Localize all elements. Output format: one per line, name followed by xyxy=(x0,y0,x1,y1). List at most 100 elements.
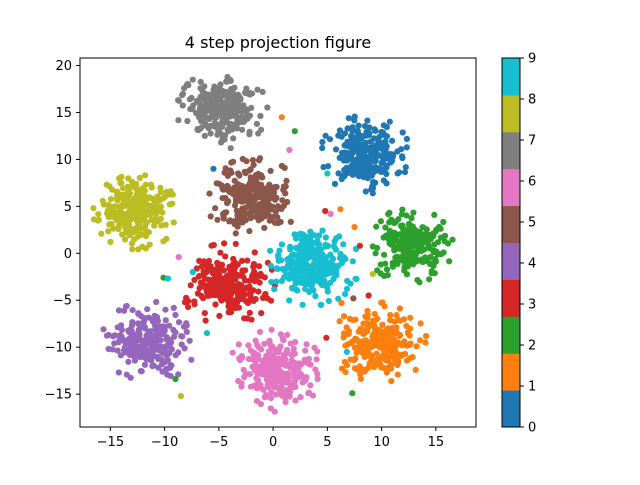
scatter-point-class-2 xyxy=(422,254,429,261)
scatter-point-class-2 xyxy=(172,376,179,383)
scatter-point-class-2 xyxy=(436,223,443,231)
scatter-point-class-2 xyxy=(377,218,384,225)
scatter-point-class-8 xyxy=(118,179,125,187)
scatter-point-class-3 xyxy=(197,279,205,286)
scatter-point-class-2 xyxy=(405,260,412,268)
scatter-point-class-6 xyxy=(267,372,274,379)
scatter-point-class-1 xyxy=(345,331,352,338)
scatter-point-class-7 xyxy=(184,80,191,88)
scatter-point-class-3 xyxy=(218,281,225,288)
scatter-point-class-4 xyxy=(141,316,148,323)
scatter-point-class-4 xyxy=(116,336,123,344)
scatter-point-class-5 xyxy=(282,183,289,190)
scatter-point-class-1 xyxy=(347,356,354,363)
scatter-point-class-9 xyxy=(296,244,303,251)
scatter-point-class-1 xyxy=(382,340,389,347)
scatter-point-class-6 xyxy=(278,389,285,396)
scatter-point-class-4 xyxy=(127,326,134,333)
scatter-point-class-7 xyxy=(248,104,255,111)
scatter-point-class-1 xyxy=(392,357,399,364)
scatter-point-class-5 xyxy=(231,202,239,209)
colorbar-tick-label: 4 xyxy=(528,257,536,272)
scatter-point-class-8 xyxy=(128,183,135,190)
scatter-point-class-2 xyxy=(425,241,432,249)
scatter-point-class-7 xyxy=(264,104,271,111)
scatter-point-class-9 xyxy=(278,277,285,284)
scatter-point-class-0 xyxy=(355,122,362,129)
scatter-point-class-3 xyxy=(229,297,236,304)
scatter-point-class-8 xyxy=(137,203,144,210)
scatter-point-class-1 xyxy=(388,378,395,385)
scatter-point-class-8 xyxy=(157,215,164,222)
scatter-point-class-4 xyxy=(111,340,118,347)
scatter-point-class-7 xyxy=(253,120,260,127)
scatter-point-class-1 xyxy=(377,328,384,335)
scatter-point-class-6 xyxy=(303,374,310,381)
scatter-point-class-3 xyxy=(216,312,223,319)
scatter-point-class-8 xyxy=(169,191,176,198)
scatter-point-class-8 xyxy=(133,186,140,193)
scatter-point-class-0 xyxy=(399,154,406,162)
scatter-point-class-1 xyxy=(379,353,386,360)
colorbar-tick-label: 7 xyxy=(528,134,536,149)
scatter-point-class-5 xyxy=(282,190,289,197)
scatter-point-class-4 xyxy=(145,336,152,343)
scatter-point-class-5 xyxy=(237,217,244,224)
scatter-point-class-4 xyxy=(178,341,185,348)
scatter-point-class-3 xyxy=(323,334,330,341)
scatter-point-class-1 xyxy=(396,332,404,339)
scatter-point-class-7 xyxy=(222,88,230,95)
scatter-point-class-4 xyxy=(175,349,182,356)
scatter-point-class-1 xyxy=(389,341,397,348)
scatter-point-class-5 xyxy=(287,218,294,225)
scatter-point-class-5 xyxy=(275,205,282,212)
scatter-point-class-8 xyxy=(110,214,117,221)
scatter-point-class-7 xyxy=(223,78,230,85)
scatter-point-class-0 xyxy=(374,145,381,152)
scatter-point-class-3 xyxy=(230,255,237,263)
scatter-point-class-1 xyxy=(361,368,368,375)
scatter-point-class-1 xyxy=(356,328,363,335)
scatter-point-class-3 xyxy=(185,303,192,311)
scatter-point-class-1 xyxy=(361,320,368,327)
scatter-point-class-6 xyxy=(247,347,255,354)
scatter-point-class-3 xyxy=(248,316,255,323)
scatter-point-class-2 xyxy=(377,261,384,268)
scatter-point-class-1 xyxy=(371,310,378,318)
scatter-point-class-1 xyxy=(400,316,408,323)
scatter-point-class-3 xyxy=(198,292,205,300)
scatter-point-class-4 xyxy=(142,340,149,348)
scatter-point-class-5 xyxy=(214,216,221,223)
scatter-point-class-9 xyxy=(322,234,329,241)
scatter-point-class-3 xyxy=(202,317,209,324)
scatter-point-class-1 xyxy=(357,371,364,378)
scatter-point-class-3 xyxy=(251,249,258,256)
scatter-point-class-4 xyxy=(114,347,121,354)
scatter-point-class-1 xyxy=(356,363,363,370)
scatter-point-class-8 xyxy=(146,241,153,248)
scatter-point-class-2 xyxy=(414,236,421,243)
scatter-point-class-2 xyxy=(383,266,391,273)
scatter-point-class-4 xyxy=(186,337,193,344)
scatter-point-class-2 xyxy=(398,211,405,218)
scatter-point-class-7 xyxy=(258,126,265,133)
scatter-point-class-8 xyxy=(135,211,142,218)
scatter-point-class-5 xyxy=(239,155,246,163)
scatter-point-class-6 xyxy=(253,385,261,392)
scatter-point-class-1 xyxy=(370,364,377,371)
scatter-point-class-0 xyxy=(348,133,355,140)
y-tick-label: 10 xyxy=(55,153,72,168)
scatter-point-class-7 xyxy=(179,90,187,97)
scatter-point-class-8 xyxy=(133,194,140,201)
scatter-point-class-5 xyxy=(242,188,249,195)
scatter-point-class-9 xyxy=(340,241,347,248)
scatter-point-class-7 xyxy=(202,108,209,115)
scatter-point-class-9 xyxy=(322,241,329,248)
scatter-point-class-4 xyxy=(115,307,123,314)
scatter-point-class-7 xyxy=(238,113,245,120)
scatter-point-class-6 xyxy=(267,405,274,412)
scatter-point-class-6 xyxy=(292,397,299,404)
scatter-point-class-2 xyxy=(398,222,405,229)
scatter-point-class-2 xyxy=(420,231,427,238)
scatter-point-class-7 xyxy=(197,106,204,113)
